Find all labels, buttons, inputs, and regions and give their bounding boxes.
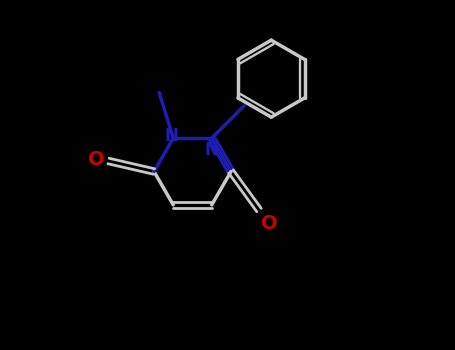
Text: N: N (205, 141, 219, 159)
Text: N: N (165, 127, 178, 145)
Text: O: O (88, 150, 104, 169)
Text: O: O (261, 214, 278, 233)
